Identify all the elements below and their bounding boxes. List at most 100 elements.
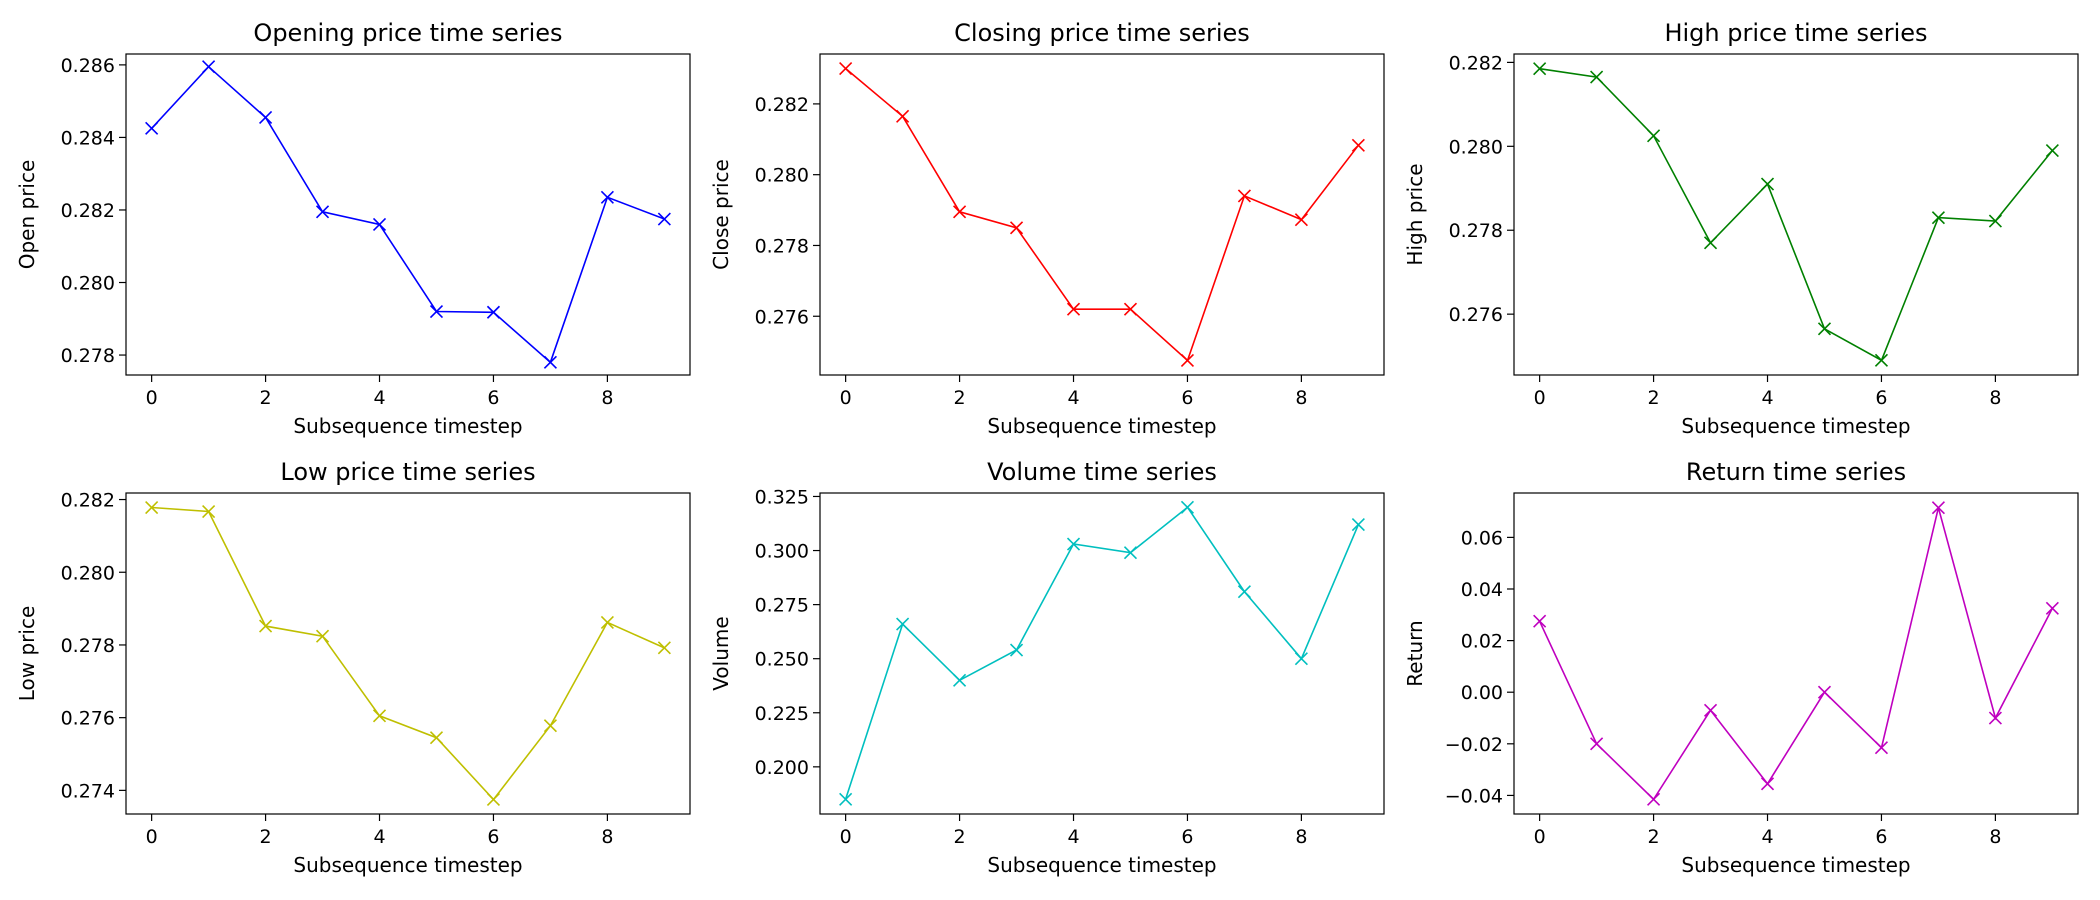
data-point xyxy=(1760,777,1775,791)
x-tick-label: 2 xyxy=(260,826,272,848)
x-tick-label: 4 xyxy=(1067,387,1079,409)
data-point xyxy=(315,205,330,219)
chart-title: Closing price time series xyxy=(954,19,1250,47)
x-tick-label: 0 xyxy=(1534,826,1546,848)
data-point xyxy=(145,500,159,515)
x-tick-label: 2 xyxy=(954,387,966,409)
data-point xyxy=(1294,652,1308,666)
data-point xyxy=(1931,211,1945,225)
data-point xyxy=(543,355,557,369)
subplot-3: High price time series 0 2 4 6 8 0.276 0.278 0.2… xyxy=(1403,19,2079,438)
data-point xyxy=(1533,62,1547,76)
data-point xyxy=(1294,213,1308,227)
y-tick-label: 0.225 xyxy=(755,703,809,725)
data-point xyxy=(1237,189,1251,203)
series-line xyxy=(1539,67,2054,362)
data-point xyxy=(1874,741,1889,755)
data-point xyxy=(600,615,614,629)
x-axis-label: Subsequence timestep xyxy=(1681,414,1910,438)
y-tick-label: −0.02 xyxy=(1445,734,1503,756)
data-point xyxy=(896,617,910,631)
chart-title: Low price time series xyxy=(280,458,535,486)
series-line xyxy=(151,65,665,364)
series-line xyxy=(1538,507,2054,801)
data-point xyxy=(1590,737,1604,751)
subplot-5: Volume time series 0 2 4 6 8 0.200 0.225 0.250 0.… xyxy=(709,458,1385,877)
data-point xyxy=(1066,537,1081,551)
data-point xyxy=(315,629,330,643)
y-tick-label: 0.00 xyxy=(1461,682,1503,704)
chart-title: Volume time series xyxy=(987,458,1217,486)
data-point xyxy=(543,719,557,733)
x-axis-label: Subsequence timestep xyxy=(987,853,1216,877)
data-point xyxy=(486,305,501,319)
subplot-4: Low price time series 0 2 4 6 8 0.274 0.276 0.27… xyxy=(15,458,691,877)
data-point xyxy=(202,60,216,74)
data-point xyxy=(1123,302,1138,316)
data-point xyxy=(486,792,501,807)
plot-frame xyxy=(819,53,1385,376)
data-point xyxy=(1066,302,1081,316)
y-tick-label: 0.282 xyxy=(61,200,115,222)
data-point xyxy=(1590,70,1604,84)
data-point xyxy=(1009,643,1024,657)
x-tick-label: 2 xyxy=(1648,387,1660,409)
x-tick-label: 0 xyxy=(840,387,852,409)
data-point xyxy=(1180,500,1195,514)
x-tick-label: 4 xyxy=(1761,826,1773,848)
x-tick-label: 8 xyxy=(1989,387,2001,409)
x-tick-label: 2 xyxy=(954,826,966,848)
data-point xyxy=(657,212,671,226)
y-tick-label: 0.280 xyxy=(61,273,115,295)
x-axis-label: Subsequence timestep xyxy=(293,414,522,438)
y-tick-label: 0.276 xyxy=(755,306,809,328)
x-tick-label: 2 xyxy=(1648,826,1660,848)
data-point xyxy=(1351,518,1365,532)
data-point xyxy=(1647,129,1661,143)
x-tick-label: 8 xyxy=(601,387,613,409)
data-point xyxy=(1817,685,1832,699)
y-tick-label: 0.280 xyxy=(755,165,809,187)
y-tick-label: 0.325 xyxy=(755,486,809,508)
x-axis-label: Subsequence timestep xyxy=(293,853,522,877)
y-tick-label: 0.278 xyxy=(1449,220,1503,242)
y-tick-label: 0.278 xyxy=(755,235,809,257)
y-tick-label: 0.278 xyxy=(61,635,115,657)
data-point xyxy=(429,304,444,319)
subplot-6: Return time series 0 2 4 6 8 −0.04 −0.02 0.00 0.0… xyxy=(1403,458,2079,877)
data-point xyxy=(953,205,967,219)
data-point xyxy=(2045,601,2059,615)
chart-title: High price time series xyxy=(1664,19,1927,47)
chart-title: Return time series xyxy=(1686,458,1906,486)
subplot-1: Opening price time series 0 2 4 6 8 0.278 0.280… xyxy=(15,19,691,438)
data-point xyxy=(259,110,273,125)
x-tick-label: 6 xyxy=(1181,387,1193,409)
data-point xyxy=(1009,221,1024,235)
data-point xyxy=(145,121,159,135)
x-tick-label: 4 xyxy=(1067,826,1079,848)
data-point xyxy=(372,217,387,232)
data-point xyxy=(1817,322,1832,336)
x-tick-label: 8 xyxy=(1989,826,2001,848)
y-tick-label: 0.280 xyxy=(1449,136,1503,158)
y-tick-label: 0.06 xyxy=(1461,527,1503,549)
y-axis-label: Close price xyxy=(709,159,733,270)
y-tick-label: 0.286 xyxy=(61,55,115,77)
data-point xyxy=(202,504,216,519)
x-axis-label: Subsequence timestep xyxy=(1681,853,1910,877)
x-tick-label: 0 xyxy=(146,826,158,848)
data-point xyxy=(1351,138,1365,152)
x-tick-label: 6 xyxy=(1875,826,1887,848)
series-line xyxy=(151,506,665,801)
x-tick-label: 6 xyxy=(1181,826,1193,848)
data-point xyxy=(1931,501,1945,515)
subplot-2: Closing price time series 0 2 4 6 8 0.276 0.278… xyxy=(709,19,1385,438)
x-tick-label: 0 xyxy=(1534,387,1546,409)
y-axis-label: High price xyxy=(1403,163,1427,265)
data-point xyxy=(1123,546,1138,560)
x-tick-label: 4 xyxy=(373,387,385,409)
y-tick-label: 0.276 xyxy=(61,708,115,730)
plot-frame xyxy=(125,492,691,815)
y-tick-label: 0.282 xyxy=(1449,52,1503,74)
data-point xyxy=(429,731,444,745)
